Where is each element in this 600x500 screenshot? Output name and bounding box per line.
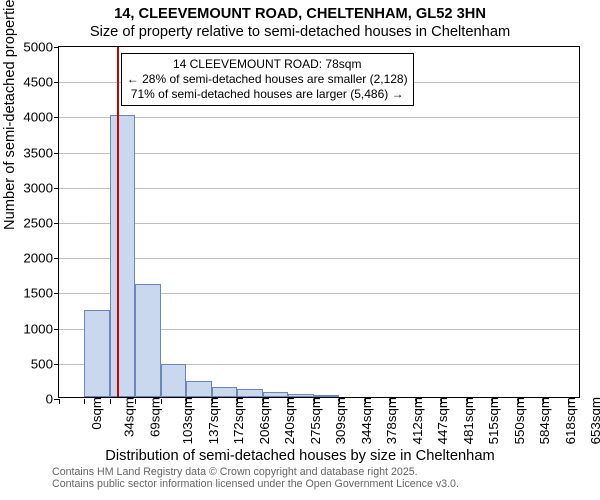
x-tick-label: 206sqm xyxy=(255,397,272,444)
x-tick-mark xyxy=(59,399,60,404)
x-tick-mark xyxy=(390,399,391,404)
y-tick-mark xyxy=(54,364,59,365)
x-tick-label: 412sqm xyxy=(408,397,425,444)
x-tick-mark xyxy=(84,399,85,404)
x-tick-label: 309sqm xyxy=(331,397,348,444)
histogram-bar xyxy=(237,389,262,397)
x-tick-label: 447sqm xyxy=(433,397,450,444)
attribution-line: Contains public sector information licen… xyxy=(52,478,459,491)
y-tick-mark xyxy=(54,258,59,259)
x-tick-mark xyxy=(339,399,340,404)
chart-plot-area: 0500100015002000250030003500400045005000… xyxy=(58,46,580,398)
histogram-bar xyxy=(110,115,135,397)
x-tick-label: 653sqm xyxy=(586,397,600,444)
chart-subtitle: Size of property relative to semi-detach… xyxy=(0,24,600,40)
x-tick-mark xyxy=(467,399,468,404)
y-tick-mark xyxy=(54,153,59,154)
x-tick-label: 550sqm xyxy=(510,397,527,444)
x-tick-mark xyxy=(492,399,493,404)
x-tick-mark xyxy=(186,399,187,404)
y-tick-mark xyxy=(54,293,59,294)
x-tick-mark xyxy=(161,399,162,404)
x-tick-mark xyxy=(441,399,442,404)
property-marker-line xyxy=(117,47,119,397)
annotation-line: 14 CLEEVEMOUNT ROAD: 78sqm xyxy=(127,57,408,72)
x-tick-label: 172sqm xyxy=(229,397,246,444)
chart-title: 14, CLEEVEMOUNT ROAD, CHELTENHAM, GL52 3… xyxy=(0,6,600,22)
y-axis-label: Number of semi-detached properties xyxy=(2,0,18,230)
attribution-line: Contains HM Land Registry data © Crown c… xyxy=(52,466,418,479)
x-tick-mark xyxy=(314,399,315,404)
x-tick-label: 344sqm xyxy=(357,397,374,444)
y-tick-mark xyxy=(54,47,59,48)
x-tick-mark xyxy=(212,399,213,404)
x-tick-label: 69sqm xyxy=(145,397,162,437)
x-tick-label: 584sqm xyxy=(535,397,552,444)
x-tick-mark xyxy=(288,399,289,404)
x-axis-label: Distribution of semi-detached houses by … xyxy=(0,448,600,464)
histogram-bar xyxy=(135,284,160,397)
x-tick-mark xyxy=(416,399,417,404)
gridline xyxy=(59,117,579,118)
y-tick-mark xyxy=(54,82,59,83)
x-tick-mark xyxy=(263,399,264,404)
y-tick-mark xyxy=(54,188,59,189)
annotation-line: ← 28% of semi-detached houses are smalle… xyxy=(127,72,408,87)
x-tick-mark xyxy=(237,399,238,404)
x-tick-label: 137sqm xyxy=(204,397,221,444)
y-tick-mark xyxy=(54,329,59,330)
y-tick-mark xyxy=(54,117,59,118)
gridline xyxy=(59,258,579,259)
y-tick-mark xyxy=(54,223,59,224)
marker-annotation: 14 CLEEVEMOUNT ROAD: 78sqm ← 28% of semi… xyxy=(121,53,414,106)
gridline xyxy=(59,153,579,154)
x-tick-label: 481sqm xyxy=(459,397,476,444)
x-tick-label: 378sqm xyxy=(382,397,399,444)
x-tick-label: 618sqm xyxy=(560,397,577,444)
x-tick-label: 0sqm xyxy=(87,397,104,430)
histogram-bar xyxy=(212,387,237,397)
gridline xyxy=(59,188,579,189)
x-tick-mark xyxy=(135,399,136,404)
histogram-bar xyxy=(186,381,211,397)
x-tick-label: 515sqm xyxy=(484,397,501,444)
x-tick-label: 275sqm xyxy=(306,397,323,444)
histogram-bar xyxy=(84,310,109,397)
x-tick-mark xyxy=(518,399,519,404)
gridline xyxy=(59,223,579,224)
x-tick-label: 34sqm xyxy=(120,397,137,437)
x-tick-label: 240sqm xyxy=(280,397,297,444)
histogram-bar xyxy=(161,364,186,397)
x-tick-mark xyxy=(543,399,544,404)
x-tick-mark xyxy=(110,399,111,404)
x-tick-label: 103sqm xyxy=(178,397,195,444)
annotation-line: 71% of semi-detached houses are larger (… xyxy=(127,87,408,102)
x-tick-mark xyxy=(365,399,366,404)
x-tick-mark xyxy=(568,399,569,404)
